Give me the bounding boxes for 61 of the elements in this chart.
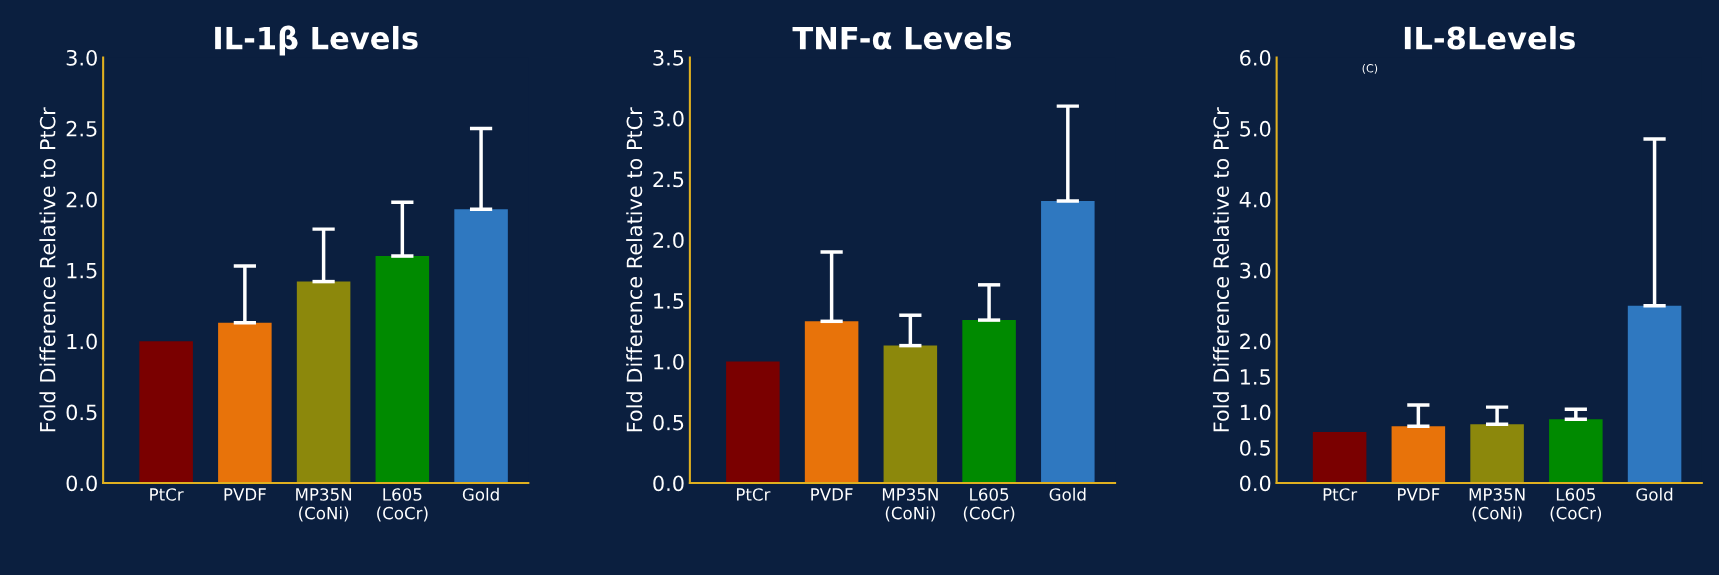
y-tick-label: 2.0 bbox=[1240, 333, 1271, 350]
bar bbox=[1627, 305, 1682, 483]
chart-title: IL-1β Levels bbox=[215, 25, 418, 56]
y-tick-label: 4.0 bbox=[1239, 191, 1271, 208]
x-tick-label: MP35N (CoNi) bbox=[882, 488, 938, 522]
x-tick-label: PtCr bbox=[150, 488, 184, 501]
bar bbox=[296, 281, 351, 483]
y-tick-label: 5.0 bbox=[1240, 120, 1271, 137]
y-tick-label: 1.0 bbox=[654, 353, 684, 370]
annotation: (C) bbox=[1362, 63, 1378, 74]
y-tick-label: 2.0 bbox=[66, 191, 97, 208]
y-tick-label: 1.5 bbox=[1240, 369, 1270, 385]
x-tick-label: PVDF bbox=[224, 488, 266, 501]
y-tick-label: 1.0 bbox=[67, 333, 97, 350]
y-axis-title: Fold Difference Relative to PtCr bbox=[39, 107, 56, 432]
chart-title: IL-8Levels bbox=[1404, 25, 1575, 50]
x-tick-label: PVDF bbox=[1398, 488, 1440, 501]
bar bbox=[454, 209, 508, 483]
y-tick-label: 1.5 bbox=[67, 262, 97, 279]
y-tick-label: 6.0 bbox=[1240, 49, 1271, 66]
y-tick-label: 3.5 bbox=[653, 49, 684, 66]
bar bbox=[962, 320, 1016, 483]
bar bbox=[218, 322, 272, 483]
y-tick-label: 0.0 bbox=[653, 475, 684, 492]
x-tick-label: L605 (CoCr) bbox=[963, 488, 1015, 522]
y-tick-label: 0.0 bbox=[1240, 475, 1271, 492]
y-tick-label: 2.0 bbox=[653, 232, 684, 249]
x-tick-label: L605 (CoCr) bbox=[1550, 488, 1602, 522]
bar bbox=[1391, 426, 1446, 483]
x-tick-label: L605 (CoCr) bbox=[377, 488, 428, 522]
x-tick-label: PtCr bbox=[736, 488, 771, 501]
y-tick-label: 2.5 bbox=[653, 171, 684, 188]
y-tick-label: 0.5 bbox=[653, 414, 684, 431]
bar bbox=[139, 341, 193, 483]
y-tick-label: 0.5 bbox=[1240, 439, 1270, 456]
y-tick-label: 2.5 bbox=[66, 120, 97, 137]
y-tick-label: 3.0 bbox=[653, 110, 684, 127]
bar bbox=[1549, 419, 1603, 483]
x-tick-label: MP35N (CoNi) bbox=[1469, 488, 1525, 522]
y-tick-label: 1.5 bbox=[654, 293, 684, 309]
bar bbox=[804, 321, 859, 483]
y-tick-label: 1.0 bbox=[1240, 404, 1271, 421]
y-axis-title: Fold Difference Relative to PtCr bbox=[626, 107, 643, 432]
y-tick-label: 3.0 bbox=[66, 49, 97, 66]
bar bbox=[375, 256, 430, 483]
bar bbox=[1470, 424, 1524, 483]
x-tick-label: PtCr bbox=[1323, 488, 1358, 501]
y-axis-title: Fold Difference Relative to PtCr bbox=[1212, 107, 1230, 432]
bar bbox=[883, 345, 938, 483]
bar bbox=[726, 361, 780, 483]
y-tick-label: 0.0 bbox=[66, 475, 97, 492]
bar bbox=[1312, 431, 1367, 483]
x-tick-label: MP35N (CoNi) bbox=[296, 488, 352, 522]
x-tick-label: Gold bbox=[462, 487, 499, 501]
x-tick-label: Gold bbox=[1636, 487, 1673, 501]
chart-title: TNF-α Levels bbox=[792, 25, 1012, 50]
y-tick-label: 3.0 bbox=[1240, 262, 1271, 279]
y-tick-label: 0.5 bbox=[66, 404, 97, 421]
x-tick-label: PVDF bbox=[811, 488, 853, 501]
bar bbox=[1041, 200, 1095, 483]
x-tick-label: Gold bbox=[1049, 487, 1086, 501]
